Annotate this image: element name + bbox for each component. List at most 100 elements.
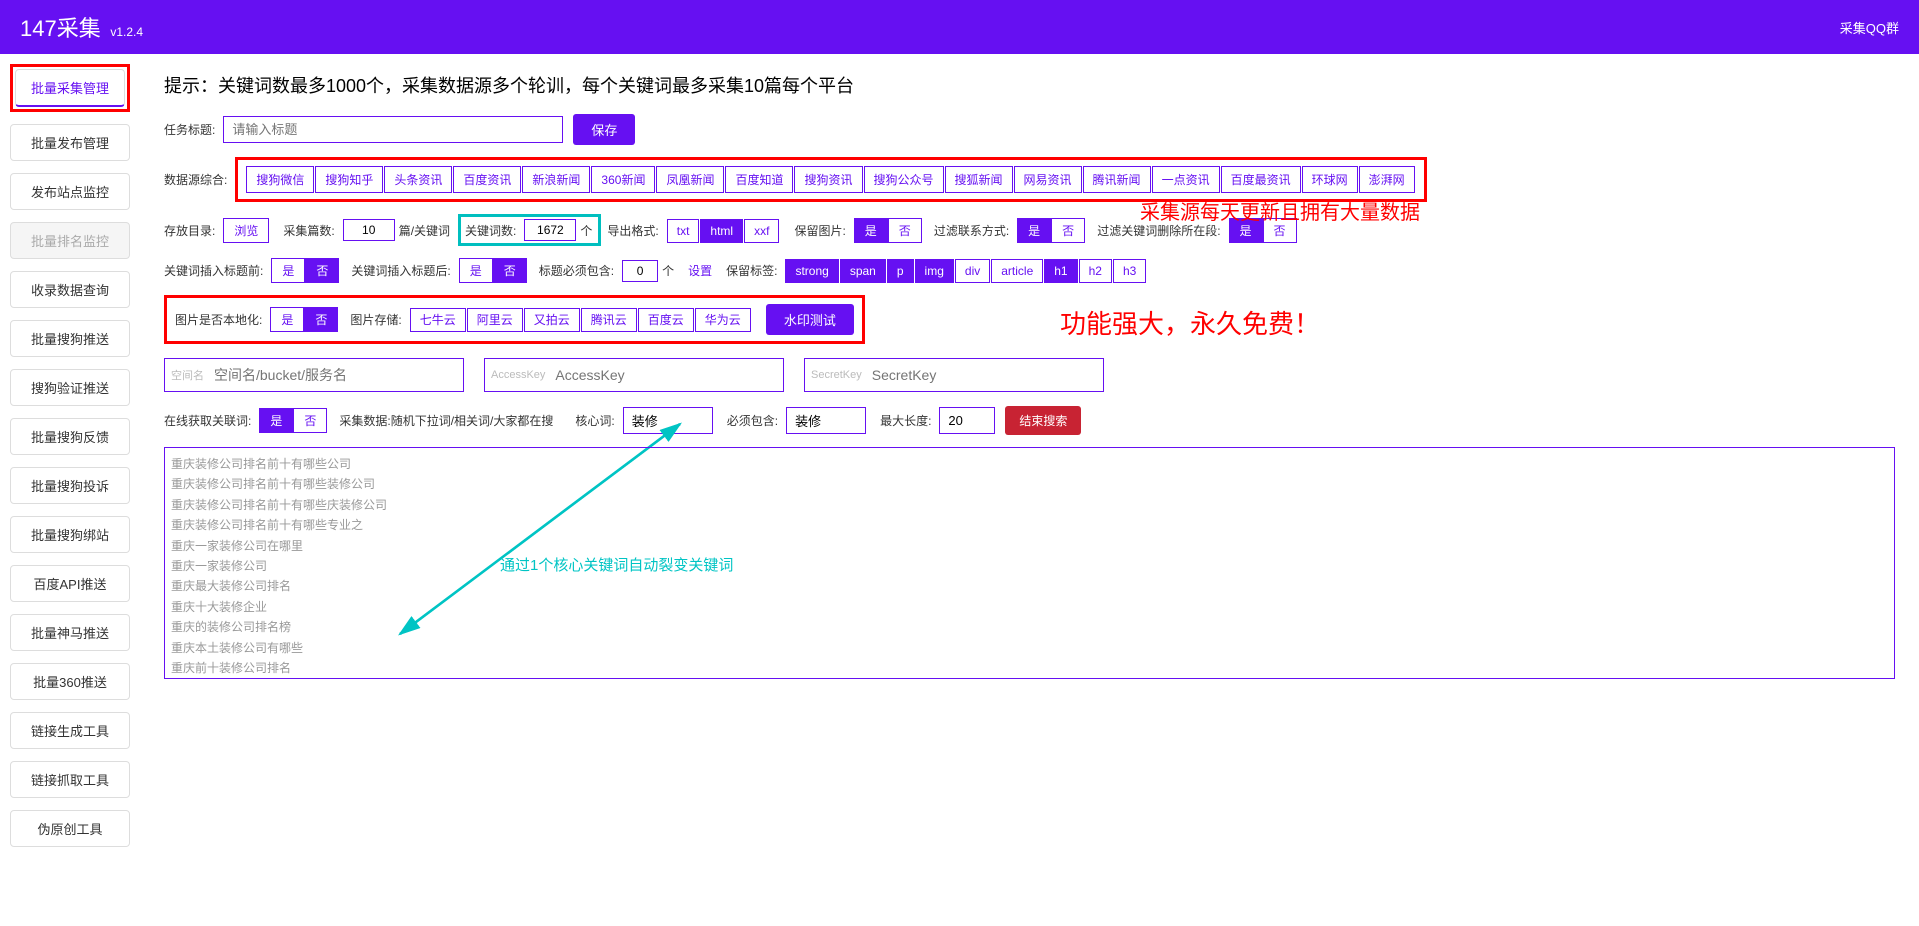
result-line: 重庆装修公司排名前十有哪些庆装修公司: [171, 495, 1888, 515]
store-0[interactable]: 七牛云: [410, 308, 466, 332]
keyword-count-highlight: 关键词数: 个: [458, 214, 601, 246]
result-line: 重庆最靠谱的装修公司: [171, 678, 1888, 679]
store-2[interactable]: 又拍云: [524, 308, 580, 332]
kw-after-label: 关键词插入标题后:: [351, 262, 450, 279]
sidebar-item-6[interactable]: 搜狗验证推送: [10, 369, 130, 406]
sidebar-item-14[interactable]: 链接抓取工具: [10, 761, 130, 798]
source-tag-8[interactable]: 搜狗资讯: [794, 166, 862, 193]
count-input[interactable]: [343, 219, 395, 241]
source-tag-3[interactable]: 百度资讯: [453, 166, 521, 193]
source-tag-4[interactable]: 新浪新闻: [522, 166, 590, 193]
sidebar-item-0[interactable]: 批量采集管理: [15, 69, 125, 107]
source-tag-6[interactable]: 凤凰新闻: [656, 166, 724, 193]
online-kw-label: 在线获取关联词:: [164, 412, 251, 429]
img-local-toggle[interactable]: 是否: [270, 307, 338, 332]
watermark-button[interactable]: 水印测试: [766, 304, 854, 335]
sidebar-item-3: 批量排名监控: [10, 222, 130, 259]
sidebar-item-8[interactable]: 批量搜狗投诉: [10, 467, 130, 504]
source-tag-9[interactable]: 搜狗公众号: [864, 166, 944, 193]
space-name-field[interactable]: 空间名: [164, 358, 464, 392]
keep-tag-span[interactable]: span: [840, 259, 886, 283]
must-contain-label: 必须包含:: [727, 412, 778, 429]
store-5[interactable]: 华为云: [695, 308, 751, 332]
source-tag-0[interactable]: 搜狗微信: [246, 166, 314, 193]
title-must-input[interactable]: [622, 260, 658, 282]
sk-input[interactable]: [868, 359, 1103, 391]
source-tag-2[interactable]: 头条资讯: [384, 166, 452, 193]
save-button[interactable]: 保存: [573, 114, 635, 145]
result-line: 重庆前十装修公司排名: [171, 658, 1888, 678]
tags-group: strongspanpimgdivarticleh1h2h3: [785, 263, 1147, 278]
keep-img-toggle[interactable]: 是否: [854, 218, 922, 243]
source-tag-12[interactable]: 腾讯新闻: [1083, 166, 1151, 193]
sidebar-item-4[interactable]: 收录数据查询: [10, 271, 130, 308]
filter-contact-toggle[interactable]: 是否: [1017, 218, 1085, 243]
source-tag-5[interactable]: 360新闻: [591, 166, 655, 193]
format-html[interactable]: html: [700, 219, 743, 243]
sidebar-item-9[interactable]: 批量搜狗绑站: [10, 516, 130, 553]
online-kw-toggle[interactable]: 是否: [259, 408, 327, 433]
sidebar-item-11[interactable]: 批量神马推送: [10, 614, 130, 651]
format-txt[interactable]: txt: [667, 219, 700, 243]
max-len-input[interactable]: [939, 407, 995, 434]
sidebar-item-2[interactable]: 发布站点监控: [10, 173, 130, 210]
keep-tag-strong[interactable]: strong: [785, 259, 838, 283]
format-group: txthtmlxxf: [667, 223, 781, 238]
space-input[interactable]: [210, 359, 463, 391]
core-kw-input[interactable]: [623, 407, 713, 434]
keep-tag-article[interactable]: article: [991, 259, 1043, 283]
sidebar-item-10[interactable]: 百度API推送: [10, 565, 130, 602]
sidebar-item-5[interactable]: 批量搜狗推送: [10, 320, 130, 357]
source-tag-11[interactable]: 网易资讯: [1014, 166, 1082, 193]
source-tag-7[interactable]: 百度知道: [725, 166, 793, 193]
browse-button[interactable]: 浏览: [223, 218, 269, 243]
source-tag-15[interactable]: 环球网: [1302, 166, 1358, 193]
sidebar-item-1[interactable]: 批量发布管理: [10, 124, 130, 161]
space-prefix: 空间名: [165, 359, 210, 391]
kw-before-toggle[interactable]: 是否: [271, 258, 339, 283]
sidebar-item-7[interactable]: 批量搜狗反馈: [10, 418, 130, 455]
store-3[interactable]: 腾讯云: [581, 308, 637, 332]
kw-after-toggle[interactable]: 是否: [459, 258, 527, 283]
filter-contact-label: 过滤联系方式:: [934, 222, 1009, 239]
img-store-label: 图片存储:: [350, 311, 401, 328]
secret-key-field[interactable]: SecretKey: [804, 358, 1104, 392]
store-4[interactable]: 百度云: [638, 308, 694, 332]
sidebar-item-13[interactable]: 链接生成工具: [10, 712, 130, 749]
source-tag-1[interactable]: 搜狗知乎: [315, 166, 383, 193]
keep-tag-h3[interactable]: h3: [1113, 259, 1146, 283]
result-line: 重庆装修公司排名前十有哪些专业之: [171, 515, 1888, 535]
stores-group: 七牛云阿里云又拍云腾讯云百度云华为云: [410, 311, 752, 328]
keep-tag-div[interactable]: div: [955, 259, 990, 283]
source-tag-13[interactable]: 一点资讯: [1152, 166, 1220, 193]
result-line: 重庆一家装修公司: [171, 556, 1888, 576]
results-textarea[interactable]: 重庆装修公司排名前十有哪些公司重庆装修公司排名前十有哪些装修公司重庆装修公司排名…: [164, 447, 1895, 679]
ak-prefix: AccessKey: [485, 361, 551, 389]
must-contain-input[interactable]: [786, 407, 866, 434]
task-title-input[interactable]: [223, 116, 563, 143]
version-label: v1.2.4: [110, 25, 143, 39]
sidebar-item-12[interactable]: 批量360推送: [10, 663, 130, 700]
source-tag-10[interactable]: 搜狐新闻: [945, 166, 1013, 193]
max-len-label: 最大长度:: [880, 412, 931, 429]
source-tag-14[interactable]: 百度最资讯: [1221, 166, 1301, 193]
keep-tag-h1[interactable]: h1: [1044, 259, 1077, 283]
access-key-field[interactable]: AccessKey: [484, 358, 784, 392]
keep-tag-h2[interactable]: h2: [1079, 259, 1112, 283]
settings-link[interactable]: 设置: [688, 262, 712, 279]
img-local-label: 图片是否本地化:: [175, 311, 262, 328]
kw-count-input[interactable]: [524, 219, 576, 241]
online-src-label: 采集数据:随机下拉词/相关词/大家都在搜: [339, 412, 553, 429]
source-tag-16[interactable]: 澎湃网: [1359, 166, 1415, 193]
store-1[interactable]: 阿里云: [467, 308, 523, 332]
sidebar-item-15[interactable]: 伪原创工具: [10, 810, 130, 847]
count-unit: 篇/关键词: [399, 222, 450, 239]
keep-tag-img[interactable]: img: [915, 259, 954, 283]
keep-tag-p[interactable]: p: [887, 259, 914, 283]
end-search-button[interactable]: 结束搜索: [1005, 406, 1081, 435]
img-local-highlight: 图片是否本地化: 是否 图片存储: 七牛云阿里云又拍云腾讯云百度云华为云 水印测…: [164, 295, 865, 344]
sidebar: 批量采集管理批量发布管理发布站点监控批量排名监控收录数据查询批量搜狗推送搜狗验证…: [0, 54, 140, 869]
ak-input[interactable]: [551, 359, 783, 391]
format-xxf[interactable]: xxf: [744, 219, 779, 243]
qq-group-link[interactable]: 采集QQ群: [1840, 18, 1899, 37]
